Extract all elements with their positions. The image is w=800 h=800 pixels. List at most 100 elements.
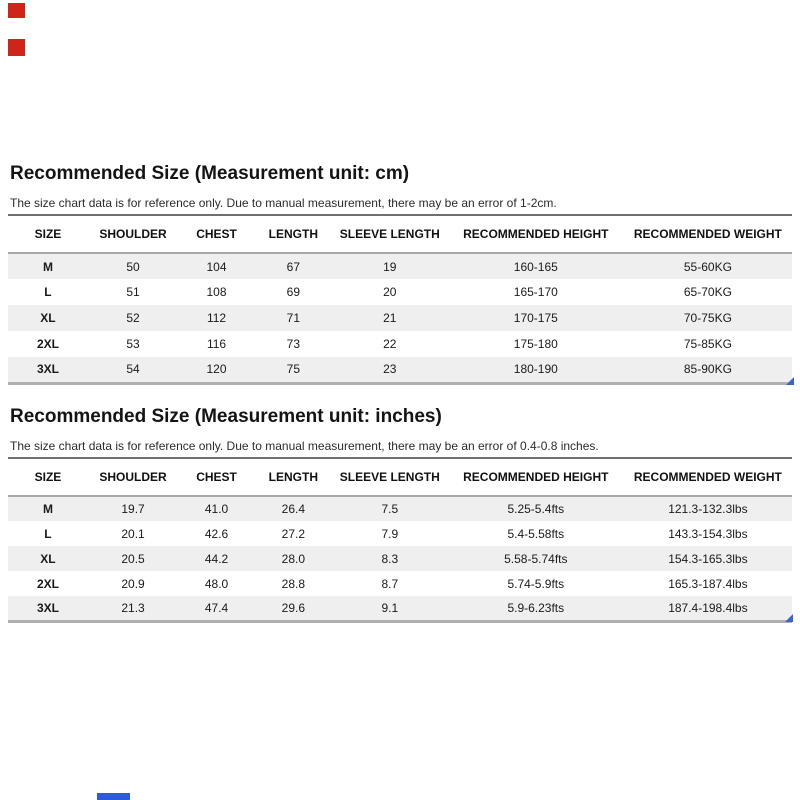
- value-cell: 143.3-154.3lbs: [668, 526, 748, 541]
- value-cell: 5.25-5.4fts: [507, 502, 565, 516]
- table-row: 2XL 20.9 48.0 28.8 8.7 5.74-5.9fts 165.3-187.4…: [8, 571, 792, 596]
- col-header-chest: CHEST: [178, 458, 255, 497]
- value-cell: 20: [383, 285, 397, 299]
- value-cell: 73: [286, 337, 301, 351]
- value-cell: 165-170: [513, 285, 558, 299]
- value-cell: 22: [383, 337, 397, 351]
- size-cell: 3XL: [36, 600, 59, 615]
- size-cell: 2XL: [36, 337, 59, 351]
- col-header-recommended-height: RECOMMENDED HEIGHT: [447, 215, 624, 254]
- size-table-cm: SIZE SHOULDER CHEST LENGTH SLEEVE LENGTH…: [8, 214, 792, 385]
- size-cell: 3XL: [36, 362, 59, 377]
- table-row: 3XL 21.3 47.4 29.6 9.1 5.9-6.23fts 187.4-198.4…: [8, 596, 792, 621]
- value-cell: 104: [206, 259, 227, 274]
- blue-strip: [97, 793, 130, 800]
- value-cell: 28.8: [281, 576, 306, 591]
- value-cell: 29.6: [281, 600, 306, 615]
- value-cell: 7.5: [381, 502, 399, 516]
- col-header-recommended-weight: RECOMMENDED WEIGHT: [623, 215, 792, 254]
- size-table-inches: SIZE SHOULDER CHEST LENGTH SLEEVE LENGTH…: [8, 457, 792, 623]
- table-row: 2XL 53 116 73 22 175-180 75-85KG: [8, 331, 792, 357]
- col-header-length: LENGTH: [254, 458, 332, 497]
- col-header-recommended-height: RECOMMENDED HEIGHT: [447, 458, 624, 497]
- value-cell: 175-180: [513, 337, 558, 351]
- red-marker: [8, 3, 25, 18]
- red-marker: [8, 39, 25, 56]
- section-note-inches: The size chart data is for reference onl…: [10, 439, 599, 453]
- value-cell: 65-70KG: [683, 285, 732, 299]
- size-cell: XL: [40, 311, 56, 325]
- value-cell: 112: [206, 311, 227, 325]
- header-row: SIZE SHOULDER CHEST LENGTH SLEEVE LENGTH…: [8, 458, 792, 497]
- value-cell: 52: [126, 311, 140, 325]
- value-cell: 70-75KG: [683, 311, 732, 325]
- value-cell: 19: [383, 259, 397, 274]
- value-cell: 48.0: [204, 576, 229, 591]
- value-cell: 42.6: [204, 526, 229, 541]
- value-cell: 67: [286, 259, 301, 274]
- value-cell: 5.58-5.74fts: [504, 551, 568, 566]
- value-cell: 7.9: [381, 526, 399, 541]
- value-cell: 120: [206, 362, 227, 377]
- value-cell: 8.7: [381, 576, 399, 591]
- value-cell: 20.1: [121, 526, 145, 541]
- value-cell: 180-190: [513, 362, 558, 377]
- value-cell: 20.5: [121, 551, 145, 566]
- table-row: 3XL 54 120 75 23 180-190 85-90KG: [8, 357, 792, 383]
- value-cell: 28.0: [281, 551, 306, 566]
- value-cell: 27.2: [281, 526, 306, 541]
- size-cell: XL: [40, 551, 56, 566]
- value-cell: 19.7: [121, 502, 145, 516]
- value-cell: 165.3-187.4lbs: [668, 576, 748, 591]
- col-header-size: SIZE: [8, 458, 88, 497]
- section-title-cm: Recommended Size (Measurement unit: cm): [10, 163, 410, 184]
- col-header-shoulder: SHOULDER: [87, 458, 179, 497]
- col-header-recommended-weight: RECOMMENDED WEIGHT: [623, 458, 792, 497]
- value-cell: 75: [286, 362, 301, 377]
- col-header-chest: CHEST: [178, 215, 255, 254]
- section-title-inches: Recommended Size (Measurement unit: inch…: [10, 406, 442, 427]
- col-header-shoulder: SHOULDER: [87, 215, 179, 254]
- value-cell: 154.3-165.3lbs: [668, 551, 748, 566]
- value-cell: 26.4: [281, 502, 306, 516]
- value-cell: 23: [383, 362, 397, 377]
- table-row: L 51 108 69 20 165-170 65-70KG: [8, 279, 792, 305]
- value-cell: 21.3: [121, 600, 145, 615]
- value-cell: 44.2: [204, 551, 229, 566]
- col-header-size: SIZE: [8, 215, 88, 254]
- table-resize-handle[interactable]: [786, 377, 794, 385]
- table-row: M 50 104 67 19 160-165 55-60KG: [8, 253, 792, 279]
- table-row: L 20.1 42.6 27.2 7.9 5.4-5.58fts 143.3-154.3lb…: [8, 521, 792, 546]
- size-cell: 2XL: [36, 576, 59, 591]
- value-cell: 54: [126, 362, 140, 377]
- value-cell: 85-90KG: [683, 362, 732, 377]
- value-cell: 116: [206, 337, 227, 351]
- value-cell: 170-175: [513, 311, 558, 325]
- value-cell: 187.4-198.4lbs: [668, 600, 748, 615]
- value-cell: 5.74-5.9fts: [507, 576, 565, 591]
- table-row: XL 20.5 44.2 28.0 8.3 5.58-5.74fts 154.3-165.3…: [8, 546, 792, 571]
- table-resize-handle[interactable]: [785, 614, 793, 622]
- value-cell: 75-85KG: [683, 337, 732, 351]
- value-cell: 9.1: [381, 600, 399, 615]
- value-cell: 5.9-6.23fts: [507, 600, 565, 615]
- value-cell: 51: [126, 285, 140, 299]
- value-cell: 47.4: [204, 600, 229, 615]
- value-cell: 21: [383, 311, 397, 325]
- value-cell: 41.0: [204, 502, 229, 516]
- col-header-sleeve-length: SLEEVE LENGTH: [331, 215, 448, 254]
- table-row: XL 52 112 71 21 170-175 70-75KG: [8, 305, 792, 331]
- value-cell: 20.9: [121, 576, 145, 591]
- value-cell: 121.3-132.3lbs: [668, 502, 748, 516]
- size-cell: M: [42, 502, 53, 516]
- value-cell: 8.3: [381, 551, 399, 566]
- value-cell: 53: [126, 337, 140, 351]
- value-cell: 108: [206, 285, 227, 299]
- value-cell: 69: [286, 285, 301, 299]
- value-cell: 50: [126, 259, 140, 274]
- value-cell: 55-60KG: [683, 259, 732, 274]
- value-cell: 160-165: [513, 259, 558, 274]
- size-cell: M: [42, 259, 53, 274]
- value-cell: 71: [286, 311, 301, 325]
